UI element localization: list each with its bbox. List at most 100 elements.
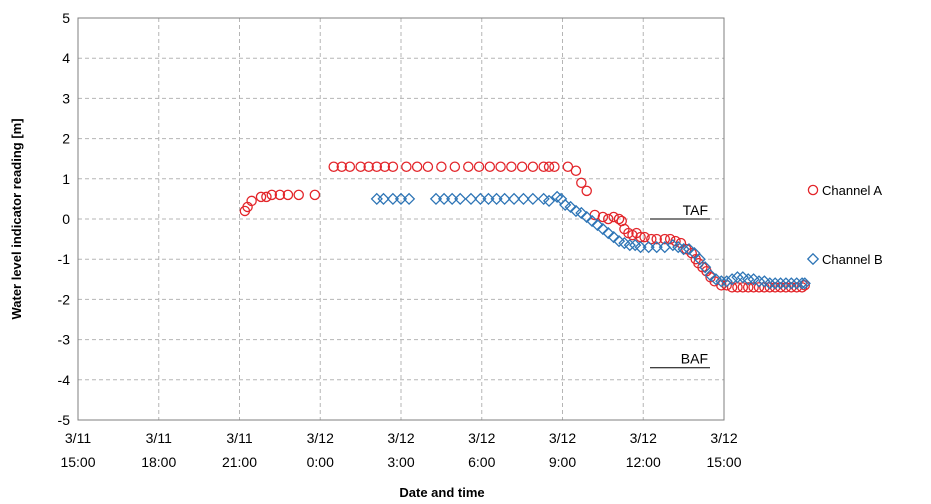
data-point (282, 189, 294, 201)
legend-label-1: Channel A (822, 183, 882, 198)
data-point (688, 247, 701, 260)
data-point (737, 282, 749, 293)
x-tick-date: 3/12 (549, 430, 576, 446)
x-tick-time: 18:00 (141, 454, 176, 470)
data-point (266, 189, 278, 201)
data-point (774, 277, 787, 290)
data-point (602, 226, 615, 240)
y-tick-label: -4 (58, 372, 71, 388)
x-tick-date: 3/12 (710, 430, 737, 446)
grid (78, 17, 725, 420)
data-point (474, 192, 487, 206)
data-point (516, 161, 528, 172)
data-point (328, 161, 339, 172)
data-point (570, 165, 582, 177)
data-point (542, 194, 556, 208)
data-point (564, 200, 577, 214)
data-point (386, 192, 400, 206)
data-point (650, 241, 663, 254)
data-point (527, 161, 539, 172)
data-point (344, 161, 356, 172)
data-point (261, 191, 272, 203)
y-tick-label: 5 (62, 10, 70, 26)
annotations: TAF BAF (650, 202, 710, 369)
data-point (402, 192, 416, 206)
data-point (699, 261, 712, 274)
data-point (464, 192, 478, 206)
x-tick-date: 3/12 (307, 430, 334, 446)
data-point (607, 230, 620, 244)
x-tick-time: 0:00 (307, 454, 334, 470)
data-point (580, 210, 593, 224)
data-point (720, 275, 733, 288)
data-point (379, 161, 391, 172)
data-point (576, 177, 587, 189)
legend: Channel A Channel B (806, 183, 883, 267)
legend-marker-2 (806, 252, 820, 266)
data-point (748, 282, 759, 293)
data-point (411, 161, 423, 172)
data-point (642, 241, 655, 254)
data-point (596, 222, 609, 236)
data-point (597, 211, 609, 223)
data-point (731, 271, 744, 284)
data-point (549, 161, 560, 172)
x-tick-time: 3:00 (387, 454, 414, 470)
data-point (786, 282, 797, 293)
x-tick-date: 3/11 (226, 430, 252, 446)
y-tick-label: -3 (58, 332, 71, 348)
y-tick-label: 3 (62, 90, 70, 106)
data-point (370, 192, 383, 206)
series-channel-b (370, 190, 811, 290)
data-point (355, 161, 366, 172)
data-point (726, 282, 738, 293)
data-point (446, 192, 459, 206)
data-point (371, 161, 383, 172)
data-point (769, 282, 781, 293)
data-point (752, 275, 766, 288)
y-tick-label: 1 (62, 171, 70, 187)
annotation-label-taf: TAF (683, 202, 708, 218)
data-point (659, 233, 671, 245)
x-tick-time: 15:00 (706, 454, 741, 470)
data-points (239, 161, 811, 293)
data-point (336, 161, 348, 172)
x-tick-time: 9:00 (549, 454, 576, 470)
data-point (742, 282, 754, 293)
data-point (779, 277, 793, 290)
data-point (769, 277, 782, 290)
x-tick-time: 6:00 (468, 454, 495, 470)
data-point (623, 239, 636, 252)
data-point (543, 161, 555, 172)
y-tick-label: -1 (58, 251, 71, 267)
data-point (732, 282, 743, 293)
plot-border (77, 17, 725, 421)
y-tick-label: -2 (58, 291, 71, 307)
data-point (693, 253, 706, 266)
data-point (436, 161, 447, 172)
y-axis-title: Water level indicator reading [m] (9, 118, 24, 319)
data-point (562, 161, 574, 172)
data-point (293, 189, 304, 201)
data-point (634, 241, 647, 254)
axes: 5 4 3 2 1 0 -1 -2 -3 -4 -5 3/11 15:00 3/11 18:00 3/11 21… (58, 10, 742, 470)
data-point (274, 189, 286, 201)
data-point (463, 161, 474, 172)
data-point (490, 192, 503, 206)
data-point (785, 277, 798, 290)
data-point (790, 277, 803, 290)
data-point (507, 192, 521, 206)
data-point (506, 161, 517, 172)
data-point (608, 211, 619, 223)
data-point (618, 237, 631, 250)
legend-label-2: Channel B (822, 252, 883, 267)
data-point (798, 277, 811, 290)
data-point (575, 206, 588, 220)
data-point (753, 282, 765, 293)
data-point (559, 198, 572, 212)
x-tick-date: 3/12 (468, 430, 495, 446)
data-point (309, 189, 321, 201)
data-point (498, 192, 511, 206)
data-point (473, 161, 485, 172)
